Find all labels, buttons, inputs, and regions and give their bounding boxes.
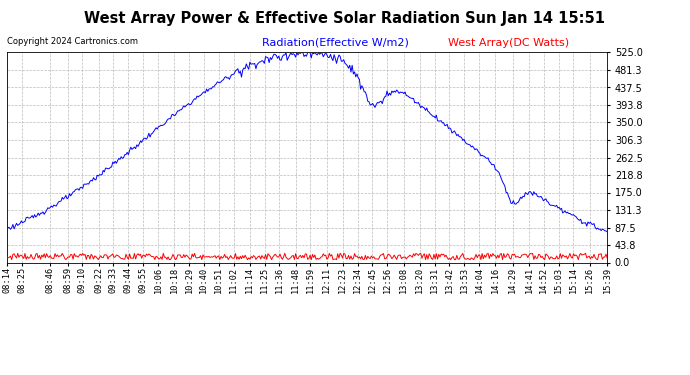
Text: Radiation(Effective W/m2): Radiation(Effective W/m2)	[262, 38, 409, 48]
Text: Copyright 2024 Cartronics.com: Copyright 2024 Cartronics.com	[7, 38, 138, 46]
Text: West Array Power & Effective Solar Radiation Sun Jan 14 15:51: West Array Power & Effective Solar Radia…	[84, 11, 606, 26]
Text: West Array(DC Watts): West Array(DC Watts)	[448, 38, 570, 48]
